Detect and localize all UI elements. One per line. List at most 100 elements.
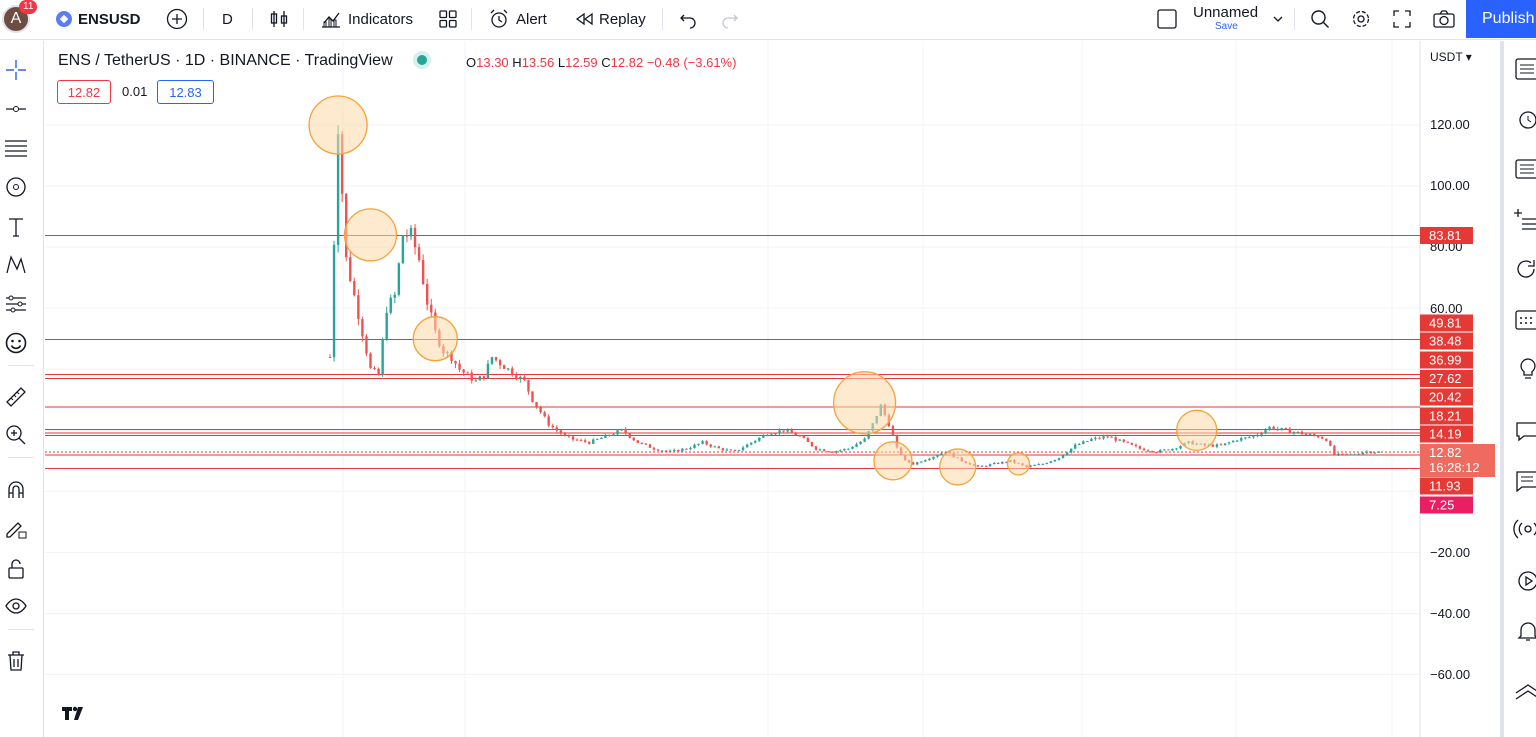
candle-body [847,448,850,450]
details-button[interactable] [1512,207,1536,231]
streams-button[interactable] [1512,517,1536,541]
replay-panel-button[interactable] [1512,569,1536,593]
indicators-button[interactable]: Indicators [320,0,413,38]
candle-body [377,368,380,376]
candle-body [867,431,870,439]
widget-bar [1500,41,1536,737]
candle-body [916,462,919,465]
highlight-circle [832,371,897,435]
price-chart[interactable]: 120.00100.0080.0060.00−20.00−40.00−60.00… [45,41,1500,737]
calendar-button[interactable] [1512,307,1536,331]
price-tick-label: −40.00 [1430,606,1470,621]
stay-in-drawing-tool[interactable] [4,517,28,541]
candle-body [369,353,372,368]
text-tool[interactable] [4,215,28,239]
candle-body [393,294,396,298]
measure-tool[interactable] [4,292,28,316]
avatar-letter: A [10,10,22,27]
candle-body [774,433,777,435]
replay-button[interactable]: Replay [573,0,646,38]
candle-body [924,460,927,462]
candle-body [336,134,340,245]
ruler-tool[interactable] [4,385,28,409]
symbol-search-button[interactable]: ENSUSD [56,0,141,38]
lock-drawings-tool[interactable] [4,557,28,581]
line-price-label-bg [1420,407,1473,425]
line-price-label: 83.81 [1429,228,1462,243]
chart-type-button[interactable] [268,0,290,38]
candle-body [507,368,510,370]
layout-menu-button[interactable] [1272,0,1284,38]
undo-button[interactable] [678,0,698,38]
candle-body [592,439,595,444]
zoom-tool[interactable] [4,423,28,447]
candle-body [1317,435,1320,438]
currency-label: USDT [1430,50,1463,64]
hotlists-button[interactable] [1512,257,1536,281]
candle-body [1041,463,1044,465]
candles-icon [270,11,288,27]
ideas-button[interactable] [1512,357,1536,381]
templates-button[interactable] [437,0,459,38]
pencil-lock-icon [6,522,27,539]
layout-name-button[interactable]: Unnamed Save [1193,0,1258,38]
layers-button[interactable] [1512,681,1536,705]
candle-body [750,442,753,445]
buy-price-button[interactable]: 12.83 [157,80,214,104]
candle-body [762,435,765,438]
chats-button[interactable] [1512,419,1536,443]
tradingview-logo[interactable] [60,704,88,727]
sell-price-button[interactable]: 12.82 [57,80,111,104]
candle-body [579,440,583,442]
newspaper-icon [1515,159,1536,179]
settings-button[interactable] [1350,0,1372,38]
notifications-button[interactable] [1512,619,1536,643]
hide-drawings-tool[interactable] [4,594,28,618]
fullscreen-button[interactable] [1392,0,1412,38]
remove-drawings-tool[interactable] [4,649,28,673]
watchlist-button[interactable] [1512,57,1536,81]
price-tick-label: −60.00 [1430,667,1470,682]
line-price-label: 11.93 [1429,479,1461,494]
publish-button[interactable]: Publish [1466,0,1536,38]
price-tick-label: 100.00 [1430,178,1470,193]
alert-button[interactable]: Alert [488,0,547,38]
redo-button[interactable] [720,0,740,38]
crosshair-tool[interactable] [4,58,28,82]
candle-body [462,369,465,373]
candle-body [1373,452,1377,454]
candle-body [1240,438,1243,441]
price-tick-label: 120.00 [1430,117,1470,132]
trend-line-tool[interactable] [4,97,28,121]
fib-tool[interactable] [4,136,28,160]
fullscreen-icon [1393,10,1411,28]
pattern-tool[interactable] [4,175,28,199]
compare-symbol-button[interactable] [166,0,188,38]
candle-body [794,433,797,436]
news-button[interactable] [1512,157,1536,181]
notes-button[interactable] [1512,469,1536,493]
candle-body [1244,437,1247,439]
candle-body [620,429,623,431]
trash-icon [8,651,24,671]
icons-tool[interactable] [4,331,28,355]
high-value: 13.56 [521,55,555,70]
interval-button[interactable]: D [222,0,233,38]
candle-body [365,336,368,354]
snapshot-button[interactable] [1432,0,1456,38]
alerts-panel-button[interactable] [1512,107,1536,131]
highlight-circle [343,208,398,262]
high-label: H [512,55,522,70]
candle-body [1090,439,1093,442]
search-button[interactable] [1309,0,1331,38]
candle-body [717,446,720,449]
refresh-icon [1517,260,1535,278]
layout-checkbox[interactable] [1156,0,1178,38]
currency-selector[interactable]: USDT ▾ [1430,50,1472,64]
prediction-tool[interactable] [4,253,28,277]
candle-body [741,447,745,451]
candle-body [357,295,360,320]
candle-body [1142,448,1146,451]
magnet-tool[interactable] [4,478,28,502]
symbol-description: ENS / TetherUS · 1D · BINANCE · TradingV… [58,52,393,69]
